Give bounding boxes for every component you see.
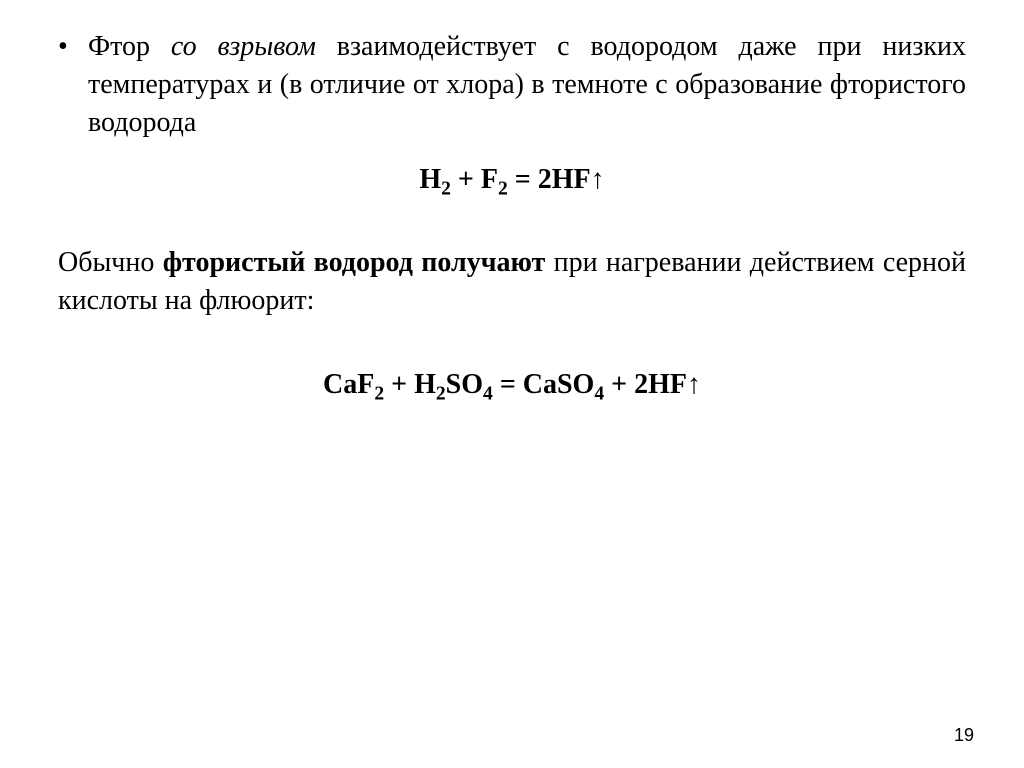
eq2-t1: CaF [323,369,374,400]
eq2-s3: 4 [483,384,493,405]
slide: • Фтор со взрывом взаимодействует с водо… [0,0,1024,768]
eq2-s4: 4 [594,384,604,405]
eq2-s2: 2 [436,384,446,405]
bullet-text: Фтор со взрывом взаимодействует с водоро… [88,28,966,141]
eq2-s1: 2 [374,384,384,405]
eq2-t5: + 2HF [604,369,687,400]
eq2-t3: SO [446,369,483,400]
eq1-eq: = [508,164,538,195]
eq1-f: F [481,164,498,195]
para2-bold: фтористый водород получают [163,247,546,278]
bullet-paragraph: • Фтор со взрывом взаимодействует с водо… [58,28,966,141]
eq1-rhs: 2HF [538,164,591,195]
eq1-h: H [419,164,441,195]
bullet-marker: • [58,28,88,66]
bullet-text-italic: со взрывом [171,31,316,62]
eq1-f-sub: 2 [498,179,508,200]
eq2-t4: = CaSO [493,369,595,400]
arrow-up-icon: ↑ [687,368,701,399]
equation-1: H2 + F2 = 2HF↑ [58,163,966,196]
eq1-plus: + [451,164,481,195]
eq1-h-sub: 2 [441,179,451,200]
para2-pre: Обычно [58,247,163,278]
bullet-text-pre: Фтор [88,31,171,62]
eq2-t2: + H [384,369,436,400]
paragraph-2: Обычно фтористый водород получают при на… [58,244,966,320]
page-number: 19 [954,725,974,746]
equation-2: CaF2 + H2SO4 = CaSO4 + 2HF↑ [58,368,966,401]
arrow-up-icon: ↑ [591,163,605,194]
